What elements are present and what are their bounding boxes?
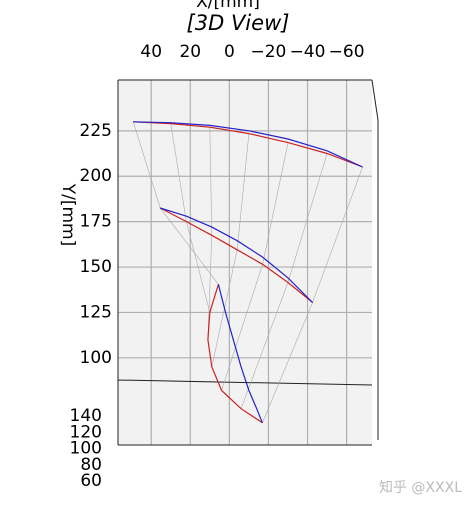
connector — [262, 302, 313, 423]
connector — [262, 142, 289, 265]
curve — [133, 121, 363, 168]
curve — [207, 284, 263, 424]
connector — [236, 133, 250, 250]
axis-frame — [117, 79, 379, 446]
curve — [217, 284, 263, 424]
curve — [160, 207, 314, 303]
z-tick-label: 80 — [80, 455, 102, 475]
y-tick-label: 150 — [80, 257, 112, 277]
y-tick-label: 125 — [80, 302, 112, 322]
pane — [118, 80, 372, 445]
curve — [133, 121, 363, 168]
connector — [221, 264, 263, 391]
connector — [159, 207, 219, 285]
x-tick-label: 20 — [179, 42, 201, 62]
connector — [209, 127, 213, 236]
x-tick-label: −40 — [290, 42, 326, 62]
x-tick-label: −60 — [329, 42, 365, 62]
y-tick-label: 200 — [80, 166, 112, 186]
curve — [159, 207, 313, 303]
connector — [312, 166, 363, 303]
x-tick-label: −20 — [251, 42, 287, 62]
connector — [287, 153, 328, 283]
chart-title: [3D View] — [187, 11, 290, 35]
y-axis-label: Y/[mm] — [58, 183, 78, 247]
x-tick-label: 40 — [140, 42, 162, 62]
x-axis-label: X/[mm] — [196, 0, 260, 12]
y-tick-label: 100 — [80, 348, 112, 368]
watermark: 知乎 @XXXL — [379, 479, 462, 496]
connector — [186, 221, 211, 313]
connector — [240, 282, 289, 409]
connector — [132, 121, 161, 209]
z-tick-label: 60 — [80, 471, 102, 491]
y-tick-label: 175 — [80, 212, 112, 232]
z-tick-label: 120 — [70, 422, 102, 442]
z-tick-label: 140 — [70, 406, 102, 426]
y-tick-label: 225 — [80, 121, 112, 141]
x-tick-label: 0 — [224, 42, 235, 62]
z-tick-label: 100 — [70, 439, 102, 459]
connector — [170, 123, 187, 222]
